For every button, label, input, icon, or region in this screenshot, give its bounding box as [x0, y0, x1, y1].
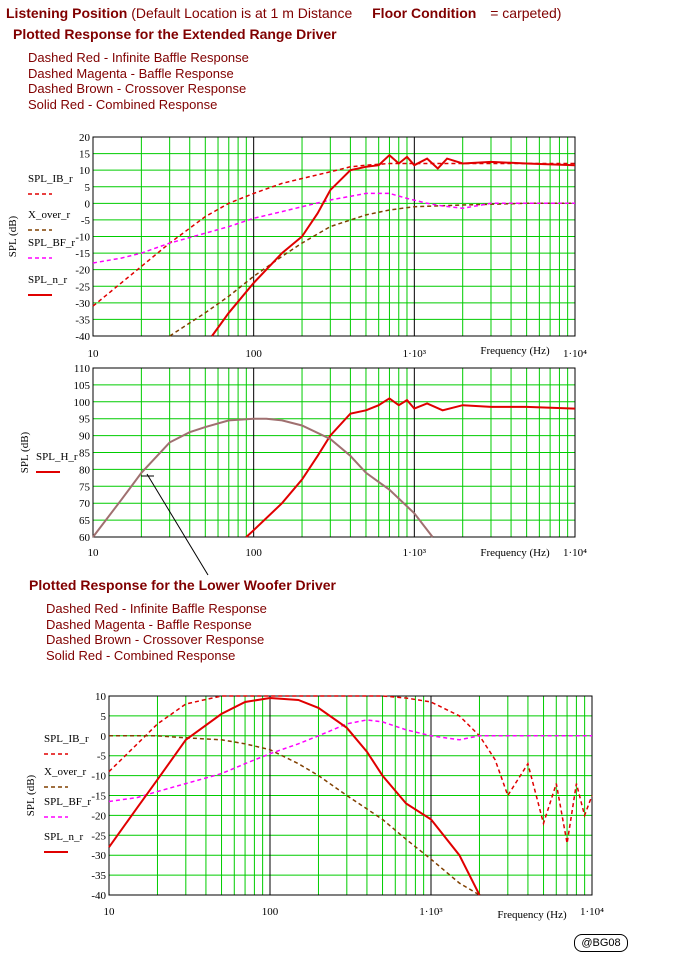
legend-item: Dashed Magenta - Baffle Response: [28, 65, 234, 81]
legend-item: Solid Red - Combined Response: [46, 647, 236, 663]
legend-label: SPL_IB_r: [28, 173, 73, 185]
series-spl-bf-r: [108, 719, 592, 803]
y-tick-label: 15: [79, 149, 91, 161]
section2-legend: Dashed Red - Infinite Baffle Response Da…: [46, 601, 267, 663]
x-tick-label: 1·10⁴: [563, 547, 587, 559]
y-tick-label: -25: [91, 830, 106, 842]
y-tick-label: -15: [75, 248, 90, 260]
series-woofer: [92, 417, 434, 538]
x-tick-label: 1·10³: [403, 348, 427, 360]
series-spl-ib-r: [108, 695, 593, 844]
y-tick-label: -15: [91, 791, 106, 803]
y-tick-label: 85: [79, 448, 91, 460]
legend-item: Dashed Red - Infinite Baffle Response: [28, 50, 249, 65]
legend-label: SPL_H_r: [36, 451, 78, 463]
y-tick-label: 70: [79, 498, 91, 510]
y-tick-label: -25: [75, 281, 90, 293]
y-tick-label: 105: [74, 380, 91, 392]
annotation-arrow: [146, 473, 209, 576]
listening-label: Listening Position: [6, 5, 128, 21]
series-spl-n-r: [108, 696, 481, 896]
x-axis-label: Frequency (Hz): [480, 547, 550, 559]
y-tick-label: 95: [79, 414, 91, 426]
x-tick-label: 100: [245, 348, 262, 360]
y-tick-label: 80: [79, 464, 91, 476]
y-tick-label: -20: [75, 265, 90, 277]
legend-item: Dashed Brown - Crossover Response: [46, 632, 265, 647]
x-tick-label: 10: [88, 547, 100, 559]
x-tick-label: 1·10³: [419, 906, 443, 918]
y-tick-label: -40: [75, 331, 90, 343]
x-axis-label: Frequency (Hz): [480, 345, 550, 357]
legend-item: Solid Red - Combined Response: [28, 96, 218, 112]
y-tick-label: -10: [91, 771, 106, 783]
section1-legend: Dashed Red - Infinite Baffle Response Da…: [28, 50, 249, 112]
series-spl-ib-r: [92, 162, 575, 307]
legend-item: Dashed Red - Infinite Baffle Response: [46, 601, 267, 616]
legend-item: Dashed Brown - Crossover Response: [28, 81, 247, 96]
listening-header: Listening Position (Default Location is …: [6, 5, 561, 21]
series-x-over-r: [169, 202, 575, 337]
x-tick-label: 1·10⁴: [563, 348, 587, 360]
x-tick-label: 100: [262, 906, 279, 918]
y-tick-label: 110: [74, 363, 91, 375]
series-spl-bf-r: [92, 192, 575, 264]
y-tick-label: 0: [85, 198, 91, 210]
legend-label: SPL_n_r: [44, 831, 83, 843]
y-axis-label: SPL (dB): [7, 215, 19, 257]
x-axis-label: Frequency (Hz): [497, 909, 567, 921]
section2-title: Plotted Response for the Lower Woofer Dr…: [29, 577, 337, 593]
listening-detail: (Default Location is at 1 m Distance: [131, 5, 353, 21]
plot-frame: [92, 367, 576, 538]
copyright-badge: @BG08: [574, 934, 628, 952]
section1-title: Plotted Response for the Extended Range …: [13, 26, 337, 42]
series-x-over-r: [109, 735, 480, 896]
legend-label: SPL_BF_r: [44, 796, 91, 808]
x-tick-label: 1·10⁴: [580, 906, 604, 918]
legend-label: SPL_IB_r: [44, 733, 89, 745]
y-tick-label: -30: [91, 850, 106, 862]
y-tick-label: 5: [85, 182, 91, 194]
y-axis-label: SPL (dB): [25, 774, 37, 816]
y-axis-label: SPL (dB): [19, 431, 31, 473]
series-spl-h-r: [245, 397, 576, 538]
series-spl-n-r: [211, 153, 576, 337]
y-tick-label: -35: [91, 870, 106, 882]
y-tick-label: 75: [79, 481, 91, 493]
x-tick-label: 10: [104, 906, 116, 918]
chart-1: 20 15 10 5 0 -5 -10 -15 -20 -25 -30 -35 -40 10 100 1·10…: [7, 132, 587, 360]
y-tick-label: -35: [75, 314, 90, 326]
floor-label: Floor Condition: [372, 5, 477, 21]
y-tick-label: -20: [91, 810, 106, 822]
y-tick-label: -5: [97, 751, 107, 763]
y-tick-label: 100: [74, 397, 91, 409]
y-tick-label: -10: [75, 232, 90, 244]
legend-label: X_over_r: [28, 209, 70, 221]
y-tick-label: 5: [101, 711, 107, 723]
y-tick-label: 60: [79, 532, 91, 544]
floor-value: = carpeted): [490, 5, 562, 21]
x-tick-label: 100: [245, 547, 262, 559]
x-tick-label: 1·10³: [403, 547, 427, 559]
y-tick-label: 10: [79, 165, 91, 177]
legend-label: SPL_n_r: [28, 274, 67, 286]
y-tick-label: -40: [91, 890, 106, 902]
y-tick-label: -5: [81, 215, 91, 227]
y-tick-label: 20: [79, 132, 91, 144]
y-tick-label: 0: [101, 731, 107, 743]
x-tick-label: 10: [88, 348, 100, 360]
legend-item: Dashed Magenta - Baffle Response: [46, 616, 252, 632]
legend-label: SPL_BF_r: [28, 237, 75, 249]
y-tick-label: 90: [79, 431, 91, 443]
legend-label: X_over_r: [44, 766, 86, 778]
chart-3: 10 5 0 -5 -10 -15 -20 -25 -30 -35 -40 10 100 1·10³ 1·1…: [25, 691, 604, 921]
chart-2: 110 105 100 95 90 85 80 75 70 65 60 10 100 1·10³ 1·10⁴…: [19, 363, 587, 559]
y-tick-label: -30: [75, 298, 90, 310]
y-tick-label: 65: [79, 515, 91, 527]
plot-frame: [92, 136, 576, 337]
y-tick-label: 10: [95, 691, 107, 703]
